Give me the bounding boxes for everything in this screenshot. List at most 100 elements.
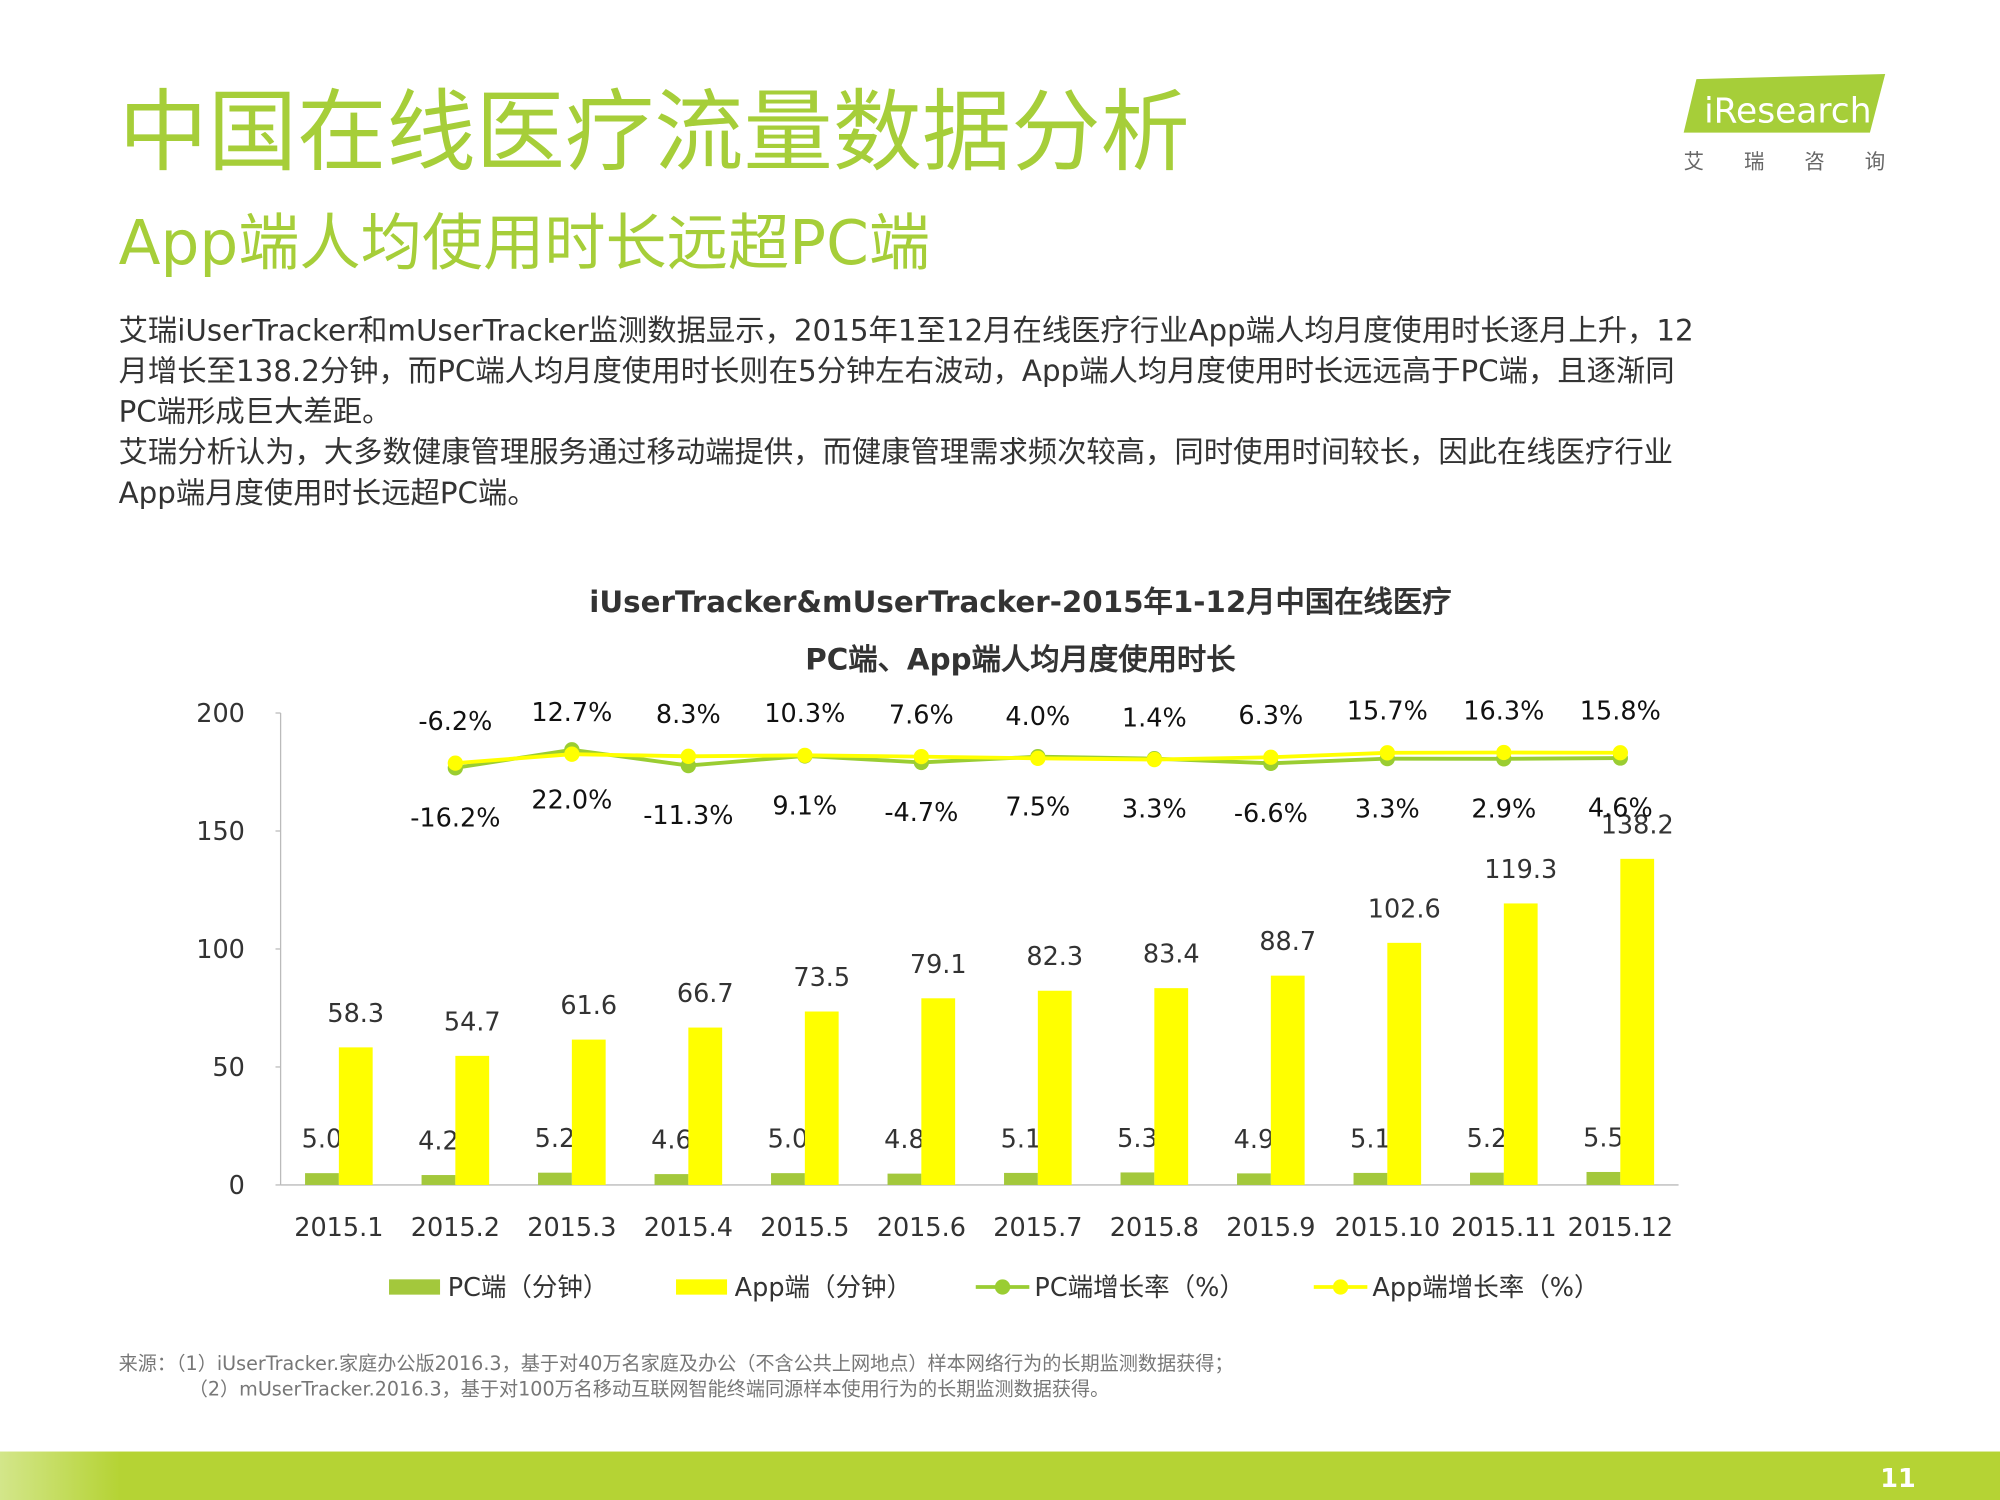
paragraph: 艾瑞iUserTracker和mUserTracker监测数据显示，2015年1… bbox=[119, 314, 1694, 510]
bar bbox=[338, 1047, 373, 1185]
source-line: 来源：（1）iUserTracker.家庭办公版2016.3，基于对40万名家庭… bbox=[119, 1352, 1234, 1375]
bar bbox=[1237, 1173, 1271, 1185]
data-label: 54.7 bbox=[444, 1007, 501, 1037]
data-label: 66.7 bbox=[677, 979, 734, 1009]
legend-swatch bbox=[1332, 1279, 1349, 1295]
data-label: 1.4% bbox=[1122, 703, 1187, 733]
data-label: 6.3% bbox=[1238, 701, 1303, 731]
bar bbox=[1154, 988, 1189, 1185]
legend-label: PC端增长率（%） bbox=[1034, 1273, 1244, 1303]
bar bbox=[1270, 975, 1305, 1185]
data-label: 10.3% bbox=[764, 699, 845, 729]
bar bbox=[455, 1055, 490, 1185]
data-label: 5.5 bbox=[1583, 1123, 1624, 1153]
paragraph-line: 月增长至138.2分钟，而PC端人均月度使用时长则在5分钟左右波动，App端人均… bbox=[119, 354, 1675, 388]
line-marker bbox=[680, 748, 697, 764]
y-tick-label: 0 bbox=[229, 1171, 245, 1201]
x-tick-label: 2015.9 bbox=[1226, 1213, 1315, 1243]
data-label: 5.3 bbox=[1117, 1124, 1158, 1154]
bar bbox=[771, 1173, 805, 1185]
data-label: 119.3 bbox=[1484, 855, 1557, 885]
data-label: 22.0% bbox=[531, 785, 612, 815]
legend-label: PC端（分钟） bbox=[448, 1273, 609, 1303]
paragraph-line: PC端形成巨大差距。 bbox=[119, 395, 392, 429]
data-label: 82.3 bbox=[1026, 942, 1083, 972]
bar bbox=[654, 1174, 689, 1185]
bar bbox=[1620, 858, 1655, 1185]
footer-band bbox=[0, 1451, 2000, 1500]
data-label: 5.0 bbox=[302, 1125, 343, 1155]
x-tick-label: 2015.5 bbox=[760, 1213, 849, 1243]
bar bbox=[538, 1172, 572, 1185]
chart-title: iUserTracker&mUserTracker-2015年1-12月中国在线… bbox=[589, 585, 1451, 619]
line-marker bbox=[1379, 745, 1395, 761]
bar bbox=[1503, 903, 1538, 1185]
x-tick-label: 2015.12 bbox=[1568, 1213, 1673, 1243]
data-label: 3.3% bbox=[1122, 794, 1187, 824]
line-marker bbox=[564, 746, 580, 762]
line-marker bbox=[1496, 744, 1512, 761]
data-label: 102.6 bbox=[1368, 894, 1441, 924]
slide-title: 中国在线医疗流量数据分析 bbox=[119, 81, 1190, 185]
source-line: （2）mUserTracker.2016.3，基于对100万名移动互联网智能终端… bbox=[189, 1377, 1110, 1400]
data-label: 5.2 bbox=[1467, 1124, 1508, 1154]
y-tick-label: 50 bbox=[212, 1053, 244, 1083]
y-tick-label: 100 bbox=[196, 935, 245, 965]
data-label: 5.0 bbox=[768, 1125, 809, 1155]
data-label: 5.1 bbox=[1350, 1124, 1391, 1154]
legend-swatch bbox=[389, 1279, 441, 1295]
data-label: 7.6% bbox=[889, 700, 954, 730]
slide-subtitle: App端人均使用时长远超PC端 bbox=[119, 208, 930, 279]
chart: 0 50 100 150 200 2015.1 2015.2 2015.3 2015.4 2015… bbox=[196, 696, 1679, 1303]
data-label: 15.8% bbox=[1580, 697, 1661, 727]
logo-text: iResearch bbox=[1704, 91, 1871, 131]
data-label: 73.5 bbox=[793, 963, 850, 993]
data-label: -4.7% bbox=[884, 798, 958, 828]
data-label: 4.0% bbox=[1005, 702, 1070, 732]
data-label: 83.4 bbox=[1143, 940, 1200, 970]
data-label: 5.1 bbox=[1001, 1124, 1042, 1154]
page-number: 11 bbox=[1880, 1464, 1916, 1494]
data-label: 58.3 bbox=[327, 999, 384, 1029]
paragraph-line: 艾瑞分析认为，大多数健康管理服务通过移动端提供，而健康管理需求频次较高，同时使用… bbox=[119, 435, 1673, 469]
x-tick-label: 2015.11 bbox=[1451, 1213, 1556, 1243]
x-tick-label: 2015.4 bbox=[644, 1213, 733, 1243]
bar bbox=[1387, 942, 1422, 1185]
data-label: 5.2 bbox=[535, 1124, 576, 1154]
logo-box bbox=[1683, 73, 1886, 133]
legend-swatch bbox=[676, 1279, 728, 1295]
y-tick-label: 200 bbox=[196, 699, 245, 729]
data-label: 79.1 bbox=[910, 950, 967, 980]
bar bbox=[421, 1175, 456, 1185]
data-label: -6.6% bbox=[1234, 799, 1308, 829]
data-label: 9.1% bbox=[772, 792, 837, 822]
bar bbox=[1586, 1171, 1621, 1185]
data-label: 4.6% bbox=[1588, 794, 1653, 824]
chart-subtitle: PC端、App端人均月度使用时长 bbox=[805, 643, 1236, 677]
x-tick-label: 2015.6 bbox=[877, 1213, 966, 1243]
line-marker bbox=[913, 748, 929, 765]
data-label: 4.6 bbox=[651, 1126, 692, 1156]
x-tick-label: 2015.10 bbox=[1335, 1213, 1440, 1243]
x-tick-label: 2015.2 bbox=[411, 1213, 500, 1243]
paragraph-line: App端月度使用时长远超PC端。 bbox=[119, 476, 537, 510]
bar bbox=[1037, 990, 1072, 1185]
data-label: 4.2 bbox=[418, 1127, 459, 1157]
paragraph-line: 艾瑞iUserTracker和mUserTracker监测数据显示，2015年1… bbox=[119, 314, 1694, 348]
data-label: 138.2 bbox=[1601, 810, 1674, 840]
legend-swatch bbox=[994, 1279, 1011, 1295]
data-label: 88.7 bbox=[1259, 927, 1316, 957]
data-label: 12.7% bbox=[531, 698, 612, 728]
bar bbox=[804, 1011, 839, 1185]
data-label: 4.8 bbox=[884, 1125, 925, 1155]
line-marker bbox=[1612, 745, 1628, 761]
data-label: 4.9 bbox=[1234, 1125, 1275, 1155]
bar bbox=[305, 1173, 339, 1185]
data-label: 8.3% bbox=[656, 700, 721, 730]
bar bbox=[1353, 1172, 1388, 1185]
x-tick-label: 2015.8 bbox=[1110, 1213, 1199, 1243]
y-tick-label: 150 bbox=[196, 817, 245, 847]
bar bbox=[571, 1039, 606, 1185]
line-marker bbox=[447, 755, 464, 771]
